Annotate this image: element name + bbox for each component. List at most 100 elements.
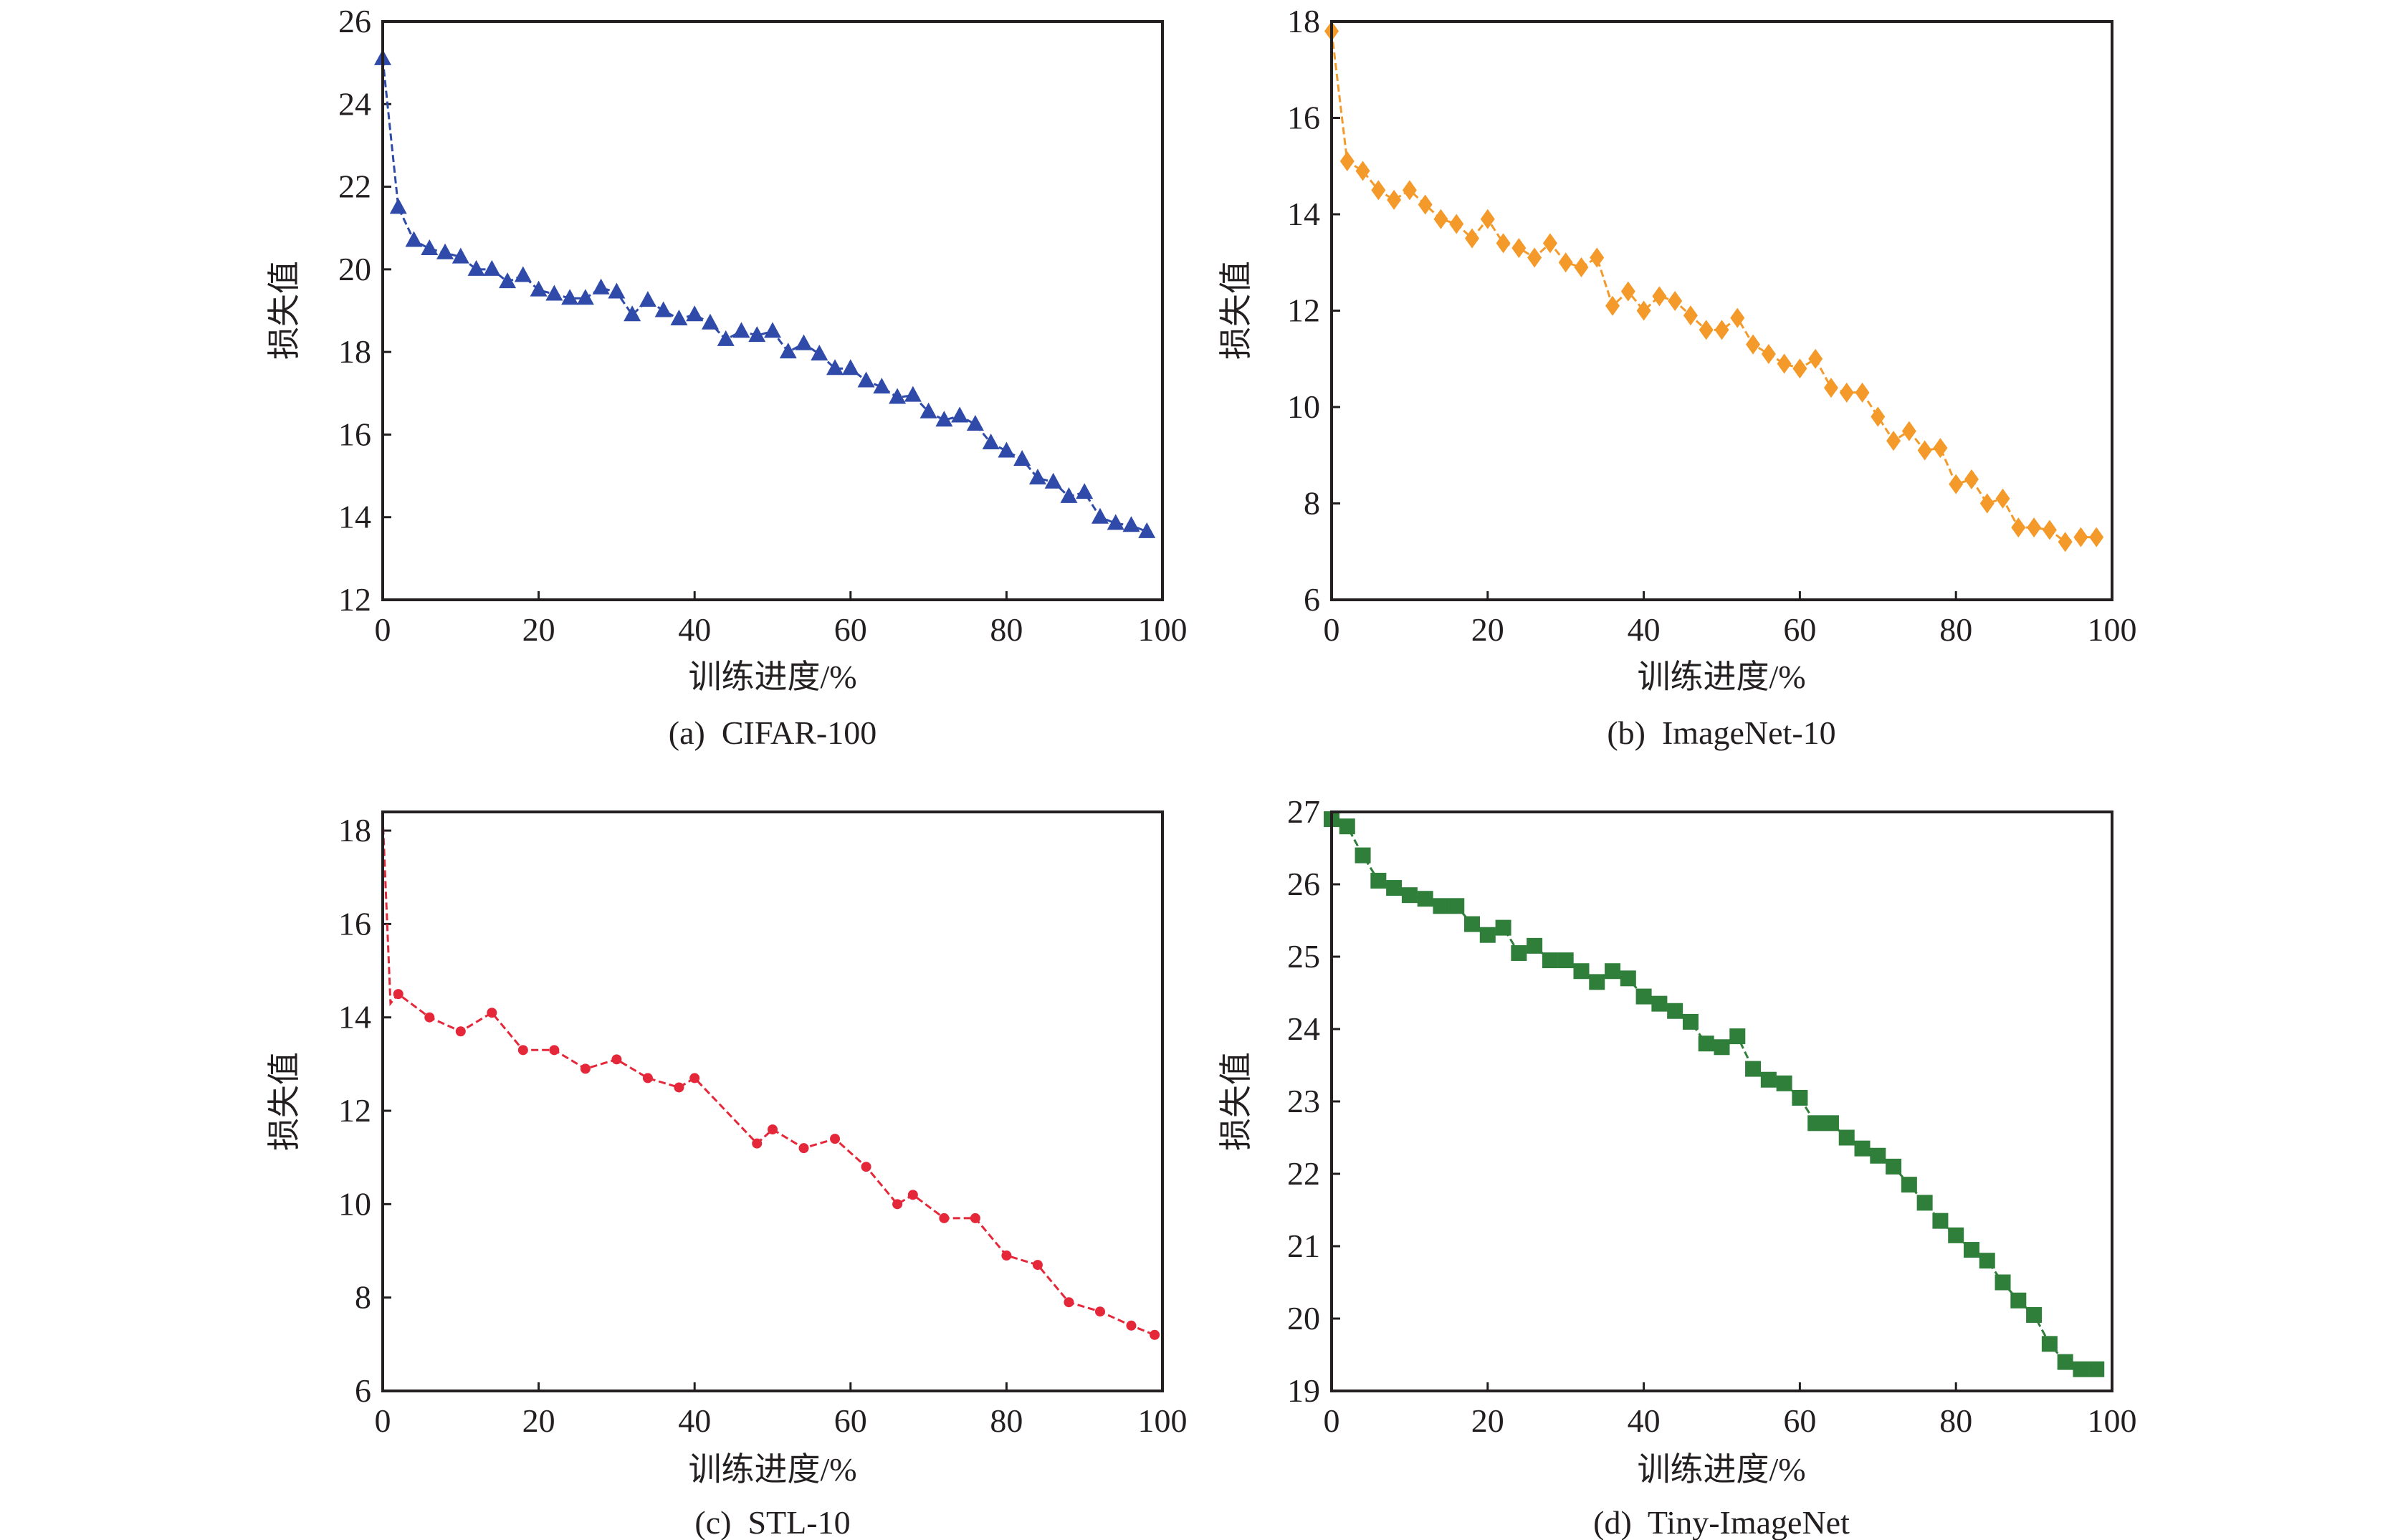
y-tick-label: 18 [338,333,371,370]
data-point-triangle [1107,514,1124,530]
y-tick-label: 18 [1287,3,1320,39]
data-point-diamond [1668,291,1683,312]
y-tick-label: 18 [338,812,371,848]
data-point-triangle [841,359,859,376]
x-axis-label: 训练进度/% [688,1451,856,1488]
x-tick-label: 40 [1628,1402,1661,1439]
data-point-diamond [2058,532,2073,553]
data-point-circle [1064,1297,1074,1308]
data-point-square [2088,1361,2105,1377]
y-tick-label: 24 [1287,1010,1320,1047]
data-point-triangle [1138,522,1156,538]
data-point-diamond [1418,194,1433,215]
data-point-diamond [1449,214,1464,234]
data-point-diamond [1979,493,1995,514]
data-point-diamond [1465,228,1480,249]
data-point-diamond [1808,348,1823,369]
data-point-diamond [1933,438,1948,459]
data-point-diamond [1527,247,1542,268]
data-point-triangle [904,386,922,402]
data-point-triangle [514,266,532,282]
data-point-triangle [436,243,454,259]
data-point-circle [798,1143,809,1154]
caption: (b) ImageNet-10 [1607,714,1835,751]
y-tick-label: 8 [1304,485,1320,522]
x-tick-label: 100 [2088,1402,2137,1439]
data-point-circle [768,1124,778,1135]
data-point-triangle [1060,487,1078,503]
data-point-triangle [889,388,907,404]
data-point-diamond [1964,469,1979,489]
data-point-square [1464,916,1481,932]
data-point-square [1667,1003,1683,1019]
data-point-square [1963,1242,1979,1258]
y-tick-label: 12 [338,1092,371,1129]
y-tick-label: 12 [338,581,371,618]
data-point-square [1339,818,1355,835]
data-point-diamond [1777,353,1792,374]
data-point-circle [752,1138,763,1149]
data-point-triangle [982,433,1000,449]
y-tick-label: 26 [1287,866,1320,902]
data-point-square [2073,1361,2089,1377]
data-point-square [1479,927,1496,943]
data-point-square [1401,887,1418,904]
x-tick-label: 0 [1324,1402,1340,1439]
data-point-circle [611,1054,622,1065]
data-point-square [1370,872,1387,889]
data-point-triangle [811,345,828,361]
data-point-diamond [1636,300,1651,321]
data-point-triangle [873,378,891,394]
data-point-square [1417,891,1433,907]
panel-d: 损失值 训练进度/% (d) Tiny-ImageNet 0 20 40 60 80 10… [1218,793,2137,1540]
y-axis-label: 损失值 [266,1052,302,1151]
data-point-diamond [1714,320,1729,340]
data-point-square [2026,1306,2043,1323]
x-tick-label: 80 [1939,611,1972,648]
data-point-square [1605,963,1621,980]
data-point-triangle [530,280,548,297]
data-point-triangle [483,259,501,276]
x-tick-label: 100 [2088,611,2137,648]
x-tick-label: 100 [1138,611,1188,648]
x-axis-label: 训练进度/% [1637,659,1805,695]
x-tick-label: 20 [522,611,555,648]
plot-frame [1330,810,2113,1392]
data-point-triangle [857,371,875,388]
data-point-circle [1001,1250,1012,1261]
y-tick-label: 10 [1287,388,1320,425]
data-point-triangle [748,326,766,343]
data-point-diamond [2073,527,2088,547]
panel-c: 损失值 训练进度/% (c) STL-10 0 20 40 60 80 100 6 8 10 12… [266,810,1188,1540]
data-point-triangle [779,343,797,359]
data-point-diamond [1605,295,1620,316]
data-point-square [1729,1028,1746,1045]
data-point-triangle [717,330,735,346]
y-tick-label: 20 [1287,1300,1320,1336]
data-point-triangle [1044,472,1062,489]
data-point-circle [1094,1306,1105,1317]
data-point-square [1495,919,1511,936]
data-point-square [1557,952,1574,969]
x-tick-label: 0 [375,611,391,648]
data-point-square [1948,1227,1964,1243]
data-point-triangle [608,282,626,299]
data-point-diamond [1402,180,1417,201]
data-point-diamond [2011,517,2026,538]
data-point-circle [1126,1320,1137,1331]
data-point-square [1995,1274,2011,1291]
data-point-diamond [1823,378,1838,398]
data-point-diamond [1339,151,1355,172]
data-point-square [1901,1177,1917,1193]
data-point-diamond [1542,233,1557,254]
data-point-diamond [1730,307,1745,328]
data-point-diamond [1995,488,2010,509]
data-point-square [1620,970,1636,987]
data-point-triangle [919,402,937,419]
data-point-triangle [561,289,579,305]
y-tick-label: 14 [338,999,371,1036]
x-tick-label: 80 [1939,1402,1972,1439]
data-point-triangle [654,301,672,317]
plot-frame [1330,20,2113,601]
y-tick-label: 20 [338,251,371,287]
